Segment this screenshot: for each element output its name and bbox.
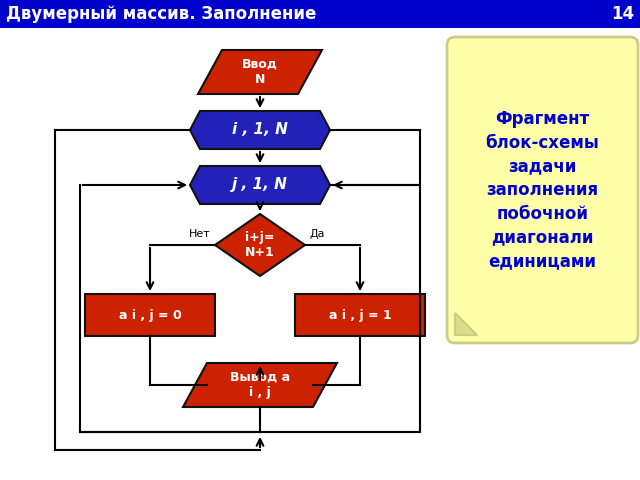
Polygon shape [190,111,330,149]
Polygon shape [183,363,337,407]
FancyBboxPatch shape [295,294,425,336]
Text: a i , j = 0: a i , j = 0 [118,309,181,322]
Text: j , 1, N: j , 1, N [232,178,288,192]
Text: Вывод а
i , j: Вывод а i , j [230,371,290,399]
Text: Да: Да [309,229,324,239]
FancyBboxPatch shape [447,37,638,343]
Polygon shape [215,214,305,276]
Text: i+j=
N+1: i+j= N+1 [245,231,275,259]
Text: Ввод
N: Ввод N [242,58,278,86]
Text: i , 1, N: i , 1, N [232,122,288,137]
Bar [0,0,640,28]
Text: a i , j = 1: a i , j = 1 [328,309,392,322]
Polygon shape [455,313,477,335]
Polygon shape [198,50,322,94]
Text: Фрагмент
блок-схемы
задачи
заполнения
побочной
диагонали
единицами: Фрагмент блок-схемы задачи заполнения по… [486,110,600,270]
FancyBboxPatch shape [85,294,215,336]
Text: 14: 14 [611,5,634,23]
Text: Нет: Нет [189,229,211,239]
Polygon shape [190,166,330,204]
Text: Двумерный массив. Заполнение: Двумерный массив. Заполнение [6,5,316,23]
